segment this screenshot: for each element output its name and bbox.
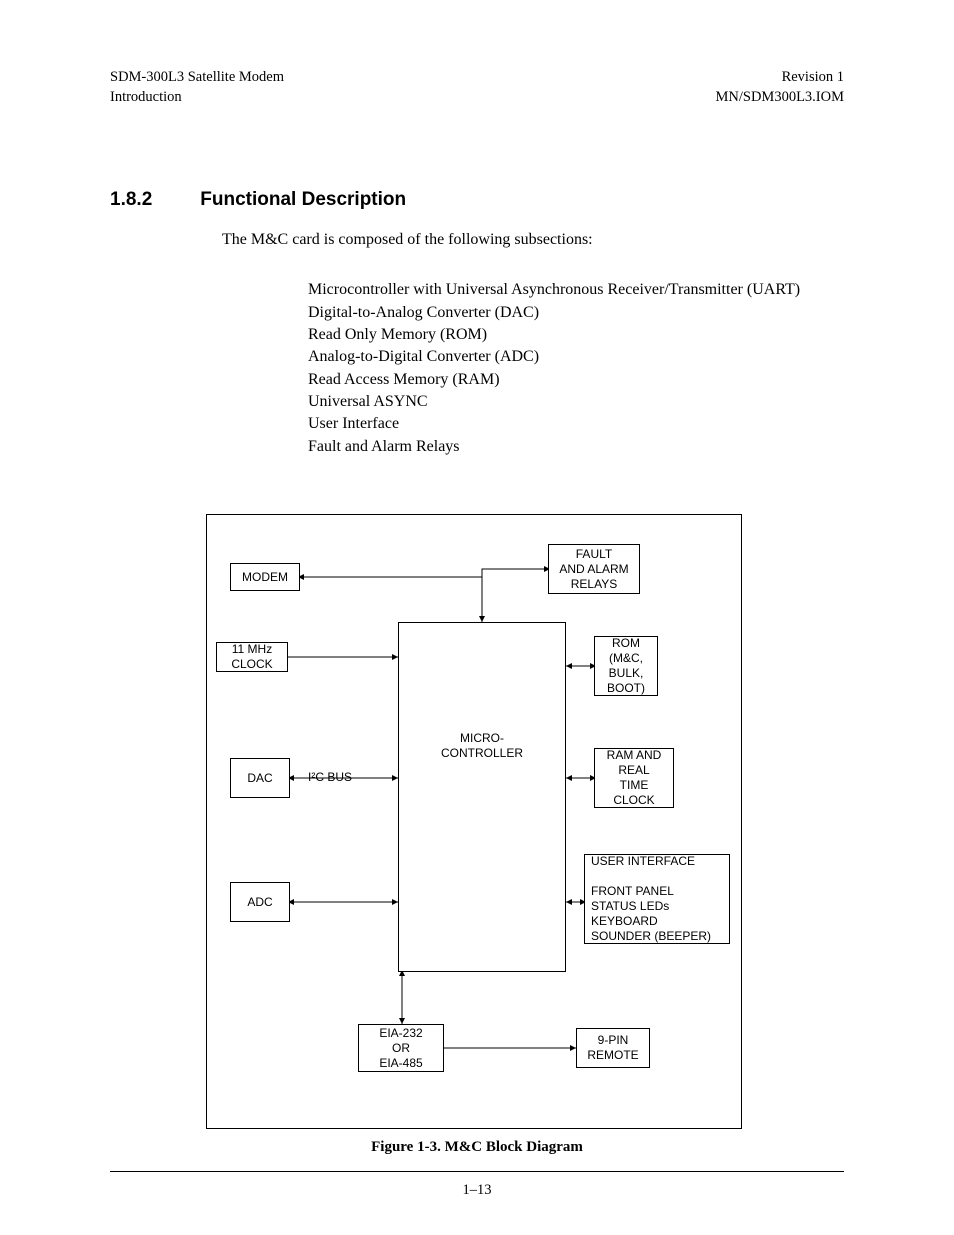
node-micro: MICRO- CONTROLLER: [398, 622, 566, 972]
header-product: SDM-300L3 Satellite Modem: [110, 68, 284, 88]
node-adc: ADC: [230, 882, 290, 922]
list-item: User Interface: [308, 413, 844, 435]
node-ram: RAM AND REAL TIME CLOCK: [594, 748, 674, 808]
intro-text: The M&C card is composed of the followin…: [222, 231, 844, 249]
list-item: Digital-to-Analog Converter (DAC): [308, 302, 844, 324]
header-section: Introduction: [110, 88, 284, 108]
list-item: Analog-to-Digital Converter (ADC): [308, 346, 844, 368]
i2c-bus-label: I²C BUS: [308, 770, 352, 784]
caption-figure-title: M&C Block Diagram: [441, 1139, 583, 1155]
page-content: SDM-300L3 Satellite Modem Introduction R…: [110, 68, 844, 1156]
node-dac: DAC: [230, 758, 290, 798]
header-left: SDM-300L3 Satellite Modem Introduction: [110, 68, 284, 107]
node-remote: 9-PIN REMOTE: [576, 1028, 650, 1068]
header-docid: MN/SDM300L3.IOM: [716, 88, 845, 108]
list-item: Universal ASYNC: [308, 391, 844, 413]
list-item: Read Access Memory (RAM): [308, 369, 844, 391]
footer-rule: [110, 1171, 844, 1172]
header-revision: Revision 1: [716, 68, 845, 88]
list-item: Read Only Memory (ROM): [308, 324, 844, 346]
node-clock: 11 MHz CLOCK: [216, 642, 288, 672]
block-diagram: MODEM FAULT AND ALARM RELAYS 11 MHz CLOCK R…: [206, 514, 742, 1129]
node-rom: ROM (M&C, BULK, BOOT): [594, 636, 658, 696]
list-item: Fault and Alarm Relays: [308, 436, 844, 458]
section-heading: 1.8.2 Functional Description: [110, 189, 844, 211]
header-right: Revision 1 MN/SDM300L3.IOM: [716, 68, 845, 107]
page-header: SDM-300L3 Satellite Modem Introduction R…: [110, 68, 844, 107]
section-title: Functional Description: [200, 189, 406, 211]
caption-figure-num: Figure 1-3.: [371, 1139, 441, 1155]
page-number: 1–13: [0, 1182, 954, 1199]
node-fault: FAULT AND ALARM RELAYS: [548, 544, 640, 594]
subsection-list: Microcontroller with Universal Asynchron…: [308, 279, 844, 458]
node-modem: MODEM: [230, 563, 300, 591]
section-number: 1.8.2: [110, 189, 152, 211]
node-eia: EIA-232 OR EIA-485: [358, 1024, 444, 1072]
list-item: Microcontroller with Universal Asynchron…: [308, 279, 844, 301]
figure-caption: Figure 1-3. M&C Block Diagram: [110, 1139, 844, 1156]
node-ui: USER INTERFACE FRONT PANEL STATUS LEDs K…: [584, 854, 730, 944]
